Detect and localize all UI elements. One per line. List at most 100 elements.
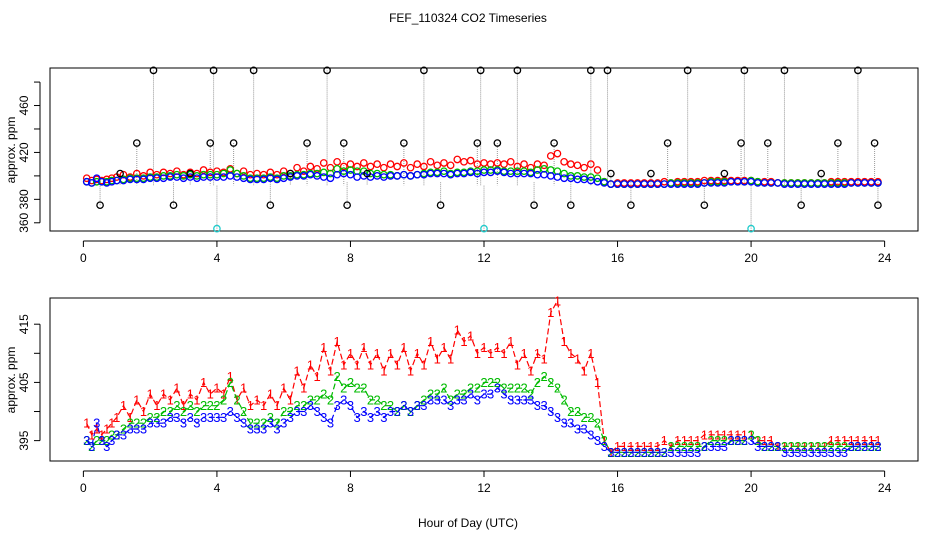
- bottom-point-series-3: 3: [313, 404, 320, 419]
- bottom-point-series-1: 1: [554, 293, 561, 308]
- bottom-point-series-1: 1: [667, 439, 674, 454]
- bottom-point-series-2: 2: [581, 410, 588, 425]
- bottom-point-series-1: 1: [581, 363, 588, 378]
- top-point-black: [550, 139, 558, 147]
- bottom-point-series-2: 2: [788, 439, 795, 454]
- bottom-point-series-2: 2: [647, 445, 654, 460]
- bottom-point-series-2: 2: [313, 392, 320, 407]
- bottom-point-series-3: 3: [727, 433, 734, 448]
- bottom-point-series-3: 3: [647, 445, 654, 460]
- top-point-series-1: [593, 166, 602, 174]
- bottom-point-series-3: 3: [741, 433, 748, 448]
- bottom-point-series-1: 1: [400, 340, 407, 355]
- top-vertical-lines: [99, 70, 879, 229]
- bottom-point-series-3: 3: [861, 439, 868, 454]
- bottom-point-series-1: 1: [474, 346, 481, 361]
- top-point-series-1: [466, 156, 475, 165]
- top-point-black: [566, 201, 575, 210]
- bottom-point-series-3: 3: [407, 404, 414, 419]
- bottom-y-axis: 395 405 415: [17, 314, 41, 451]
- top-point-series-1: [379, 163, 388, 172]
- bottom-point-series-3: 3: [113, 427, 120, 442]
- bottom-point-series-2: 2: [180, 404, 187, 419]
- bottom-point-series-3: 3: [380, 410, 387, 425]
- bottom-point-series-1: 1: [574, 352, 581, 367]
- bottom-point-series-1: 1: [834, 433, 841, 448]
- bottom-point-series-2: 2: [754, 433, 761, 448]
- bottom-point-series-2: 2: [253, 416, 260, 431]
- bottom-point-series-3: 3: [788, 445, 795, 460]
- bottom-point-series-3: 3: [347, 398, 354, 413]
- bottom-point-series-1: 1: [83, 416, 90, 431]
- bottom-point-series-2: 2: [434, 387, 441, 402]
- bottom-point-series-1: 1: [788, 439, 795, 454]
- bottom-point-series-1: 1: [103, 421, 110, 436]
- bottom-point-series-1: 1: [854, 433, 861, 448]
- bottom-point-series-3: 3: [434, 392, 441, 407]
- bottom-point-series-3: 3: [661, 445, 668, 460]
- bottom-point-series-3: 3: [127, 421, 134, 436]
- top-y-axis: 360 380 420 460: [17, 81, 41, 233]
- top-point-black: [343, 201, 351, 210]
- bottom-point-series-2: 2: [767, 439, 774, 454]
- bottom-point-series-1: 1: [534, 346, 541, 361]
- top-point-black: [513, 66, 522, 75]
- bottom-point-series-1: 1: [587, 346, 594, 361]
- bottom-point-series-2: 2: [520, 381, 527, 396]
- bottom-point-series-3: 3: [200, 410, 207, 425]
- bottom-point-series-2: 2: [707, 433, 714, 448]
- bottom-point-series-1: 1: [540, 352, 547, 367]
- bottom-point-series-1: 1: [167, 392, 174, 407]
- bottom-point-series-2: 2: [200, 398, 207, 413]
- top-point-cyan: [480, 224, 488, 233]
- bottom-point-series-2: 2: [587, 410, 594, 425]
- bottom-point-series-3: 3: [394, 404, 401, 419]
- bottom-point-series-1: 1: [387, 346, 394, 361]
- bottom-point-series-3: 3: [340, 392, 347, 407]
- top-point-series-1: [480, 159, 488, 167]
- top-point-series-3: [533, 170, 542, 179]
- bottom-point-series-3: 3: [681, 445, 688, 460]
- bottom-point-series-1: 1: [313, 369, 320, 384]
- bottom-point-series-2: 2: [601, 433, 608, 448]
- bottom-point-series-3: 3: [140, 421, 147, 436]
- top-point-series-1: [306, 162, 315, 171]
- bottom-point-series-1: 1: [98, 427, 105, 442]
- bottom-point-series-1: 1: [634, 439, 641, 454]
- bottom-point-series-2: 2: [721, 433, 728, 448]
- bottom-point-series-1: 1: [367, 357, 374, 372]
- bottom-x-axis-label: Hour of Day (UTC): [418, 516, 518, 530]
- bottom-point-series-1: 1: [220, 387, 227, 402]
- bottom-point-series-1: 1: [273, 398, 280, 413]
- bottom-point-series-2: 2: [207, 398, 214, 413]
- bottom-point-series-3: 3: [167, 410, 174, 425]
- bottom-point-series-2: 2: [854, 439, 861, 454]
- top-point-black: [797, 201, 806, 210]
- top-point-series-1: [413, 160, 422, 169]
- bottom-point-series-1: 1: [674, 433, 681, 448]
- bottom-point-series-2: 2: [487, 375, 494, 390]
- top-point-black: [400, 139, 408, 147]
- bottom-point-series-2: 2: [814, 439, 821, 454]
- top-point-series-3: [560, 174, 568, 183]
- bottom-point-series-2: 2: [160, 404, 167, 419]
- bottom-point-series-1: 1: [641, 439, 648, 454]
- top-point-black: [763, 139, 772, 147]
- bottom-point-series-2: 2: [874, 439, 881, 454]
- bottom-point-series-1: 1: [88, 427, 95, 442]
- bottom-point-series-2: 2: [467, 381, 474, 396]
- bottom-point-series-3: 3: [828, 445, 835, 460]
- bottom-point-series-2: 2: [273, 416, 280, 431]
- bottom-point-series-2: 2: [801, 439, 808, 454]
- bottom-point-series-3: 3: [761, 439, 768, 454]
- top-point-series-3: [319, 173, 328, 181]
- bottom-point-series-3: 3: [868, 439, 875, 454]
- bottom-point-series-2: 2: [480, 375, 487, 390]
- bottom-point-series-1: 1: [480, 340, 487, 355]
- bottom-point-series-3: 3: [507, 392, 514, 407]
- bottom-point-series-2: 2: [561, 392, 568, 407]
- bottom-point-series-2: 2: [681, 439, 688, 454]
- top-point-black: [249, 66, 258, 75]
- bottom-point-series-1: 1: [247, 398, 254, 413]
- bottom-point-series-2: 2: [108, 427, 115, 442]
